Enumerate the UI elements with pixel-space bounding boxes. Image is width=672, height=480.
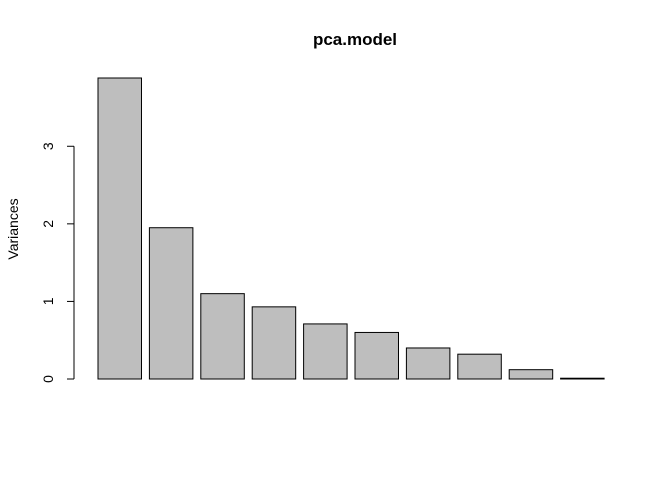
y-axis-label: Variances (5, 198, 21, 259)
chart-title: pca.model (313, 30, 397, 49)
bar-4 (251, 306, 297, 380)
bar-2 (148, 227, 194, 380)
bar-10 (560, 377, 605, 380)
bar-5 (303, 323, 348, 380)
y-tick-label-0: 0 (40, 375, 56, 383)
bar-8 (457, 353, 502, 380)
bar-9 (508, 369, 554, 380)
bars-group (97, 77, 605, 380)
y-tick-label-3: 3 (40, 142, 56, 150)
y-tick-label-2: 2 (40, 220, 56, 228)
bar-3 (200, 293, 245, 380)
y-tick-label-1: 1 (40, 297, 56, 305)
bar-1 (97, 77, 142, 380)
bar-7 (405, 347, 451, 380)
bar-6 (354, 331, 399, 380)
y-axis: 0 1 2 3 (40, 142, 75, 383)
